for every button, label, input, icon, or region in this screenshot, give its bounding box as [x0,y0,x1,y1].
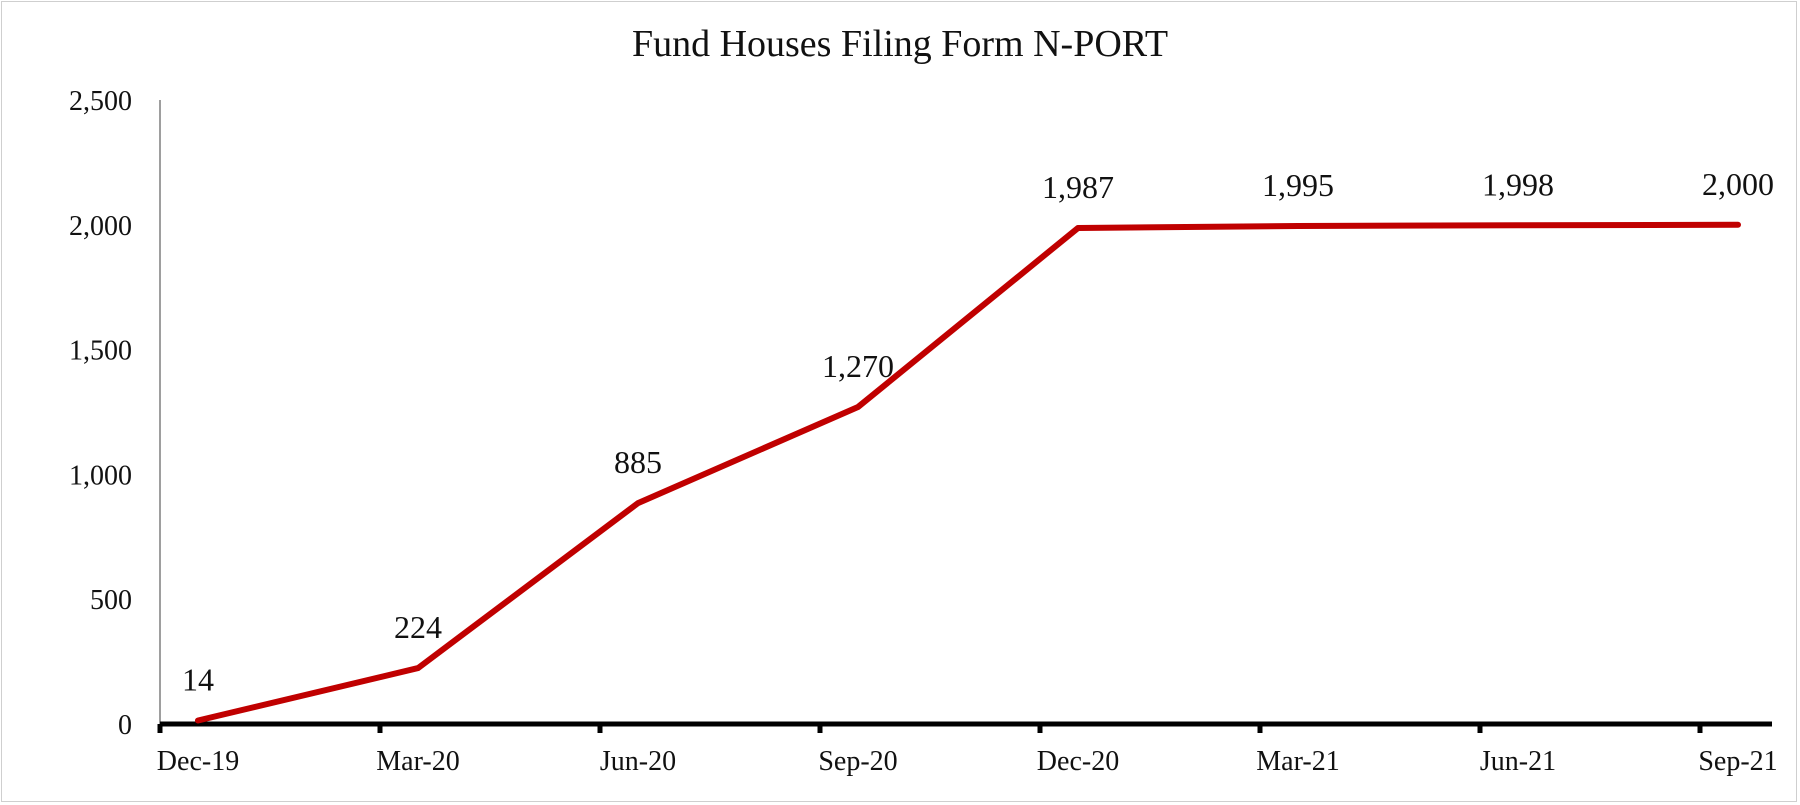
data-label: 14 [182,662,214,698]
data-label: 2,000 [1702,166,1774,202]
x-tick-label: Jun-21 [1480,746,1556,777]
x-tick-label: Sep-21 [1698,746,1777,777]
data-label: 1,995 [1262,167,1334,203]
y-tick-label: 0 [118,710,132,741]
y-tick-label: 1,500 [69,336,132,367]
y-tick-label: 2,000 [69,211,132,242]
data-label: 885 [614,444,662,480]
x-tick-label: Dec-20 [1037,746,1119,777]
x-tick-label: Mar-20 [376,746,459,777]
y-tick-label: 500 [90,585,132,616]
x-tick-label: Mar-21 [1256,746,1339,777]
x-tick-label: Jun-20 [600,746,676,777]
data-label: 1,998 [1482,166,1554,202]
series-layer [195,221,1741,724]
x-axis: Dec-19 Mar-20 Jun-20 Sep-20 Dec-20 Mar-21 Jun-… [157,721,1778,777]
x-tick-label: Dec-19 [157,746,239,777]
data-label: 1,987 [1042,169,1114,205]
data-labels: 14 224 885 1,270 1,987 1,995 1,998 2,000 [182,166,1774,698]
x-tick-label: Sep-20 [818,746,897,777]
y-tick-label: 1,000 [69,460,132,491]
y-axis: 0 500 1,000 1,500 2,000 2,500 [69,86,161,741]
chart-title: Fund Houses Filing Form N-PORT [631,23,1169,65]
data-label: 224 [394,609,442,645]
data-label: 1,270 [822,348,894,384]
y-tick-label: 2,500 [69,86,132,117]
series-line [195,221,1741,724]
